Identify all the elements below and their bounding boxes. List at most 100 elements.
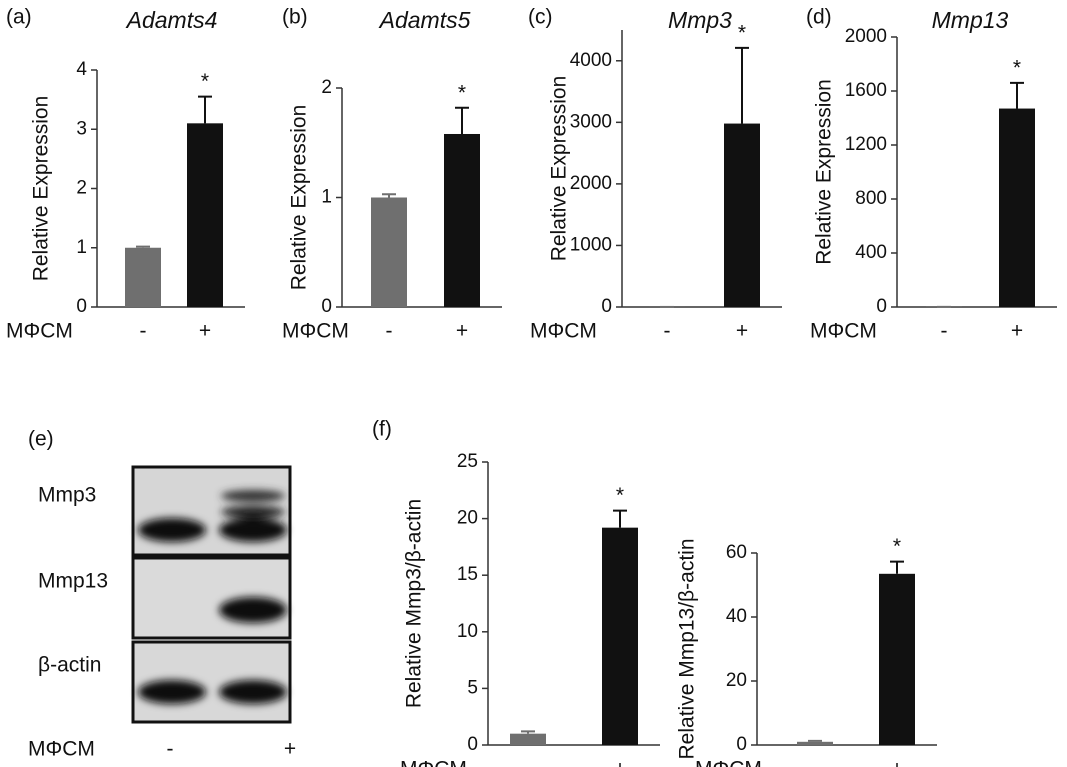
x-axis-label: MΦCM xyxy=(530,320,597,343)
y-tick-label: 0 xyxy=(76,296,87,317)
x-tick-label: - xyxy=(664,320,671,343)
y-tick-label: 25 xyxy=(457,451,478,472)
significance-marker: * xyxy=(1013,56,1021,79)
bar xyxy=(999,108,1035,307)
y-axis-label: Relative Expression xyxy=(813,79,836,265)
bar-chart: 0 400 800 1200 1600 2000 (d) Mmp13 Relative Expr… xyxy=(806,6,1057,343)
error-bar xyxy=(735,46,749,124)
panel-label: (d) xyxy=(806,6,832,29)
x-tick-label: + xyxy=(736,320,748,343)
y-axis-label: Relative Expression xyxy=(548,76,571,262)
x-tick-label: - xyxy=(140,320,147,343)
y-axis-label: Relative Mmp13/β-actin xyxy=(676,539,699,760)
panel-label: (e) xyxy=(28,428,54,451)
chart-title: Adamts4 xyxy=(125,7,218,33)
x-tick-label: + xyxy=(614,758,626,767)
error-bar xyxy=(382,193,396,198)
y-tick-label: 1 xyxy=(321,187,332,208)
y-tick-label: 0 xyxy=(467,734,478,755)
y-tick-label: 0 xyxy=(601,296,612,317)
y-tick-label: 1000 xyxy=(570,234,612,255)
x-axis-label: MΦCM xyxy=(6,320,73,343)
y-tick-label: 1200 xyxy=(845,134,887,155)
bar xyxy=(879,573,915,745)
y-tick-label: 20 xyxy=(726,670,747,691)
lane-label: + xyxy=(284,738,296,761)
x-axis-label: MΦCM xyxy=(810,320,877,343)
panel-label: (b) xyxy=(282,6,308,29)
band xyxy=(219,518,287,542)
error-bar xyxy=(136,245,150,248)
panel-label: (a) xyxy=(6,6,32,29)
y-tick-label: 10 xyxy=(457,621,478,642)
bar-chart: 0 1 2 3 4 (a) Adamts4 Relative Expression MΦCM - +… xyxy=(6,6,245,343)
bar xyxy=(444,133,480,307)
error-bar xyxy=(890,560,904,574)
band xyxy=(138,518,206,542)
significance-marker: * xyxy=(458,81,466,104)
bar xyxy=(724,123,760,307)
bar xyxy=(797,741,833,745)
chart-title: Adamts5 xyxy=(378,7,471,33)
x-tick-label: + xyxy=(199,320,211,343)
error-bar xyxy=(808,739,822,742)
y-axis-label: Relative Mmp3/β-actin xyxy=(403,499,426,708)
y-tick-label: 40 xyxy=(726,606,747,627)
y-tick-label: 2000 xyxy=(845,26,887,47)
bar xyxy=(602,527,638,745)
band xyxy=(221,506,285,518)
bar-chart: 0 1000 2000 3000 4000 (c) Mmp3 Relative Express… xyxy=(528,6,782,343)
band xyxy=(219,680,287,704)
x-tick-label: - xyxy=(525,758,532,767)
y-tick-label: 1600 xyxy=(845,80,887,101)
y-tick-label: 4 xyxy=(76,59,87,80)
band xyxy=(138,680,206,704)
bar xyxy=(187,123,223,307)
panel-label: (f) xyxy=(372,418,392,441)
y-tick-label: 0 xyxy=(876,296,887,317)
row-label: Mmp13 xyxy=(38,570,108,593)
x-tick-label: - xyxy=(812,758,819,767)
chart-title: Mmp3 xyxy=(668,7,732,33)
y-axis-label: Relative Expression xyxy=(288,105,311,291)
y-tick-label: 2000 xyxy=(570,173,612,194)
western-blot: (e) Mmp3 Mmp13 β-actin MΦCM - + xyxy=(28,428,296,761)
y-tick-label: 15 xyxy=(457,564,478,585)
band xyxy=(219,597,287,623)
x-axis-label: MΦCM xyxy=(695,758,762,767)
x-tick-label: - xyxy=(386,320,393,343)
bar xyxy=(510,733,546,745)
y-axis-label: Relative Expression xyxy=(30,96,53,282)
y-tick-label: 2 xyxy=(321,77,332,98)
bar-chart: 0 5 10 15 20 25 (f) Relative Mmp3/β-actin MΦCM - +… xyxy=(372,418,660,767)
y-tick-label: 400 xyxy=(855,242,887,263)
x-tick-label: + xyxy=(456,320,468,343)
error-bar xyxy=(613,509,627,528)
x-tick-label: + xyxy=(1011,320,1023,343)
y-tick-label: 2 xyxy=(76,178,87,199)
x-tick-label: - xyxy=(941,320,948,343)
x-axis-label: MΦCM xyxy=(400,758,467,767)
row-label: Mmp3 xyxy=(38,484,96,507)
error-bar xyxy=(455,106,469,134)
band xyxy=(221,490,285,502)
y-tick-label: 5 xyxy=(467,677,478,698)
significance-marker: * xyxy=(616,484,624,507)
y-tick-label: 1 xyxy=(76,237,87,258)
y-tick-label: 3000 xyxy=(570,111,612,132)
lane-label: - xyxy=(167,738,174,761)
error-bar xyxy=(198,95,212,124)
y-tick-label: 20 xyxy=(457,508,478,529)
chart-title: Mmp13 xyxy=(932,7,1009,33)
significance-marker: * xyxy=(738,21,746,44)
y-tick-label: 0 xyxy=(321,296,332,317)
significance-marker: * xyxy=(893,535,901,558)
blot-box xyxy=(131,556,292,640)
error-bar xyxy=(1010,81,1024,109)
bar xyxy=(371,197,407,307)
error-bar xyxy=(521,730,535,734)
bar-chart: 0 1 2 (b) Adamts5 Relative Expression MΦCM - + * xyxy=(282,6,502,343)
row-label: β-actin xyxy=(38,654,101,677)
